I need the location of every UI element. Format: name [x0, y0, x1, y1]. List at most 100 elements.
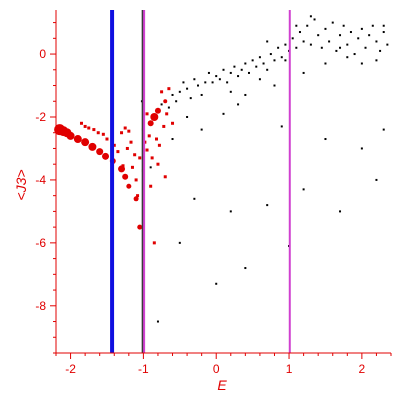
black-data-point [320, 46, 323, 49]
black-data-point [215, 282, 218, 285]
black-data-point [346, 56, 349, 59]
black-data-point [229, 71, 232, 74]
black-data-point [339, 46, 342, 49]
black-data-point [339, 210, 342, 213]
red-square-point [157, 143, 161, 147]
black-data-point [258, 56, 261, 59]
red-square-point [125, 146, 129, 150]
black-data-point [197, 84, 200, 87]
black-data-point [218, 78, 221, 81]
red-square-point [96, 131, 100, 135]
black-data-point [156, 320, 159, 323]
red-circle-point [73, 135, 82, 144]
black-data-point [302, 188, 305, 191]
black-data-point [360, 27, 363, 30]
red-square-point [167, 87, 171, 91]
black-data-point [222, 68, 225, 71]
black-data-point [233, 65, 236, 68]
x-tick-label: -1 [138, 362, 149, 376]
black-data-point [229, 90, 232, 93]
black-data-point [207, 71, 210, 74]
red-square-point [105, 137, 109, 141]
red-circle-point [133, 196, 139, 202]
red-square-point [133, 153, 137, 157]
black-data-point [375, 59, 378, 62]
red-square-point [150, 156, 154, 160]
black-data-point [284, 59, 287, 62]
red-square-point [160, 90, 164, 94]
black-data-point [379, 49, 382, 52]
black-data-point [386, 43, 389, 46]
x-axis-label: E [217, 377, 227, 393]
red-circle-point [150, 112, 159, 121]
red-square-point [120, 131, 124, 135]
red-square-point [92, 128, 96, 132]
red-square-point [147, 134, 151, 138]
black-data-point [364, 46, 367, 49]
red-circle-point [163, 99, 168, 104]
black-data-point [335, 49, 338, 52]
black-data-point [269, 53, 272, 56]
red-square-point [136, 194, 140, 198]
black-data-point [324, 62, 327, 65]
black-data-point [371, 24, 374, 27]
y-tick-label: 0 [39, 47, 46, 61]
black-data-point [240, 68, 243, 71]
red-square-point [149, 184, 153, 188]
red-circle-point [126, 183, 132, 189]
x-tick-label: 0 [213, 362, 220, 376]
black-data-point [331, 21, 334, 24]
red-square-point [130, 165, 134, 169]
red-circle-point [81, 138, 90, 147]
x-tick-label: 2 [359, 362, 366, 376]
black-data-point [324, 138, 327, 141]
red-square-point [171, 121, 175, 125]
black-data-point [291, 37, 294, 40]
red-square-point [145, 112, 149, 116]
black-data-point [215, 75, 218, 78]
black-data-point [186, 87, 189, 90]
black-data-point [175, 100, 178, 103]
red-square-point [116, 150, 120, 154]
black-data-point [258, 78, 261, 81]
black-data-point [375, 178, 378, 181]
black-data-point [273, 59, 276, 62]
black-data-point [193, 78, 196, 81]
black-data-point [237, 103, 240, 106]
red-square-point [87, 126, 91, 130]
black-data-point [178, 90, 181, 93]
black-data-point [226, 81, 229, 84]
black-data-point [324, 27, 327, 30]
black-data-point [182, 81, 185, 84]
x-tick-label: 1 [286, 362, 293, 376]
red-square-point [145, 148, 149, 152]
black-data-point [295, 24, 298, 27]
black-data-point [342, 24, 345, 27]
y-tick-label: -8 [35, 299, 46, 313]
red-square-point [127, 129, 131, 133]
black-data-point [306, 24, 309, 27]
red-circle-point [88, 142, 97, 151]
black-data-point [255, 65, 258, 68]
red-square-point [156, 162, 160, 166]
red-circle-point [102, 152, 110, 160]
x-tick-label: -2 [65, 362, 76, 376]
red-circle-point [137, 224, 143, 230]
black-data-point [298, 31, 301, 34]
black-data-point [160, 103, 163, 106]
red-square-point [138, 156, 142, 160]
red-circle-point [118, 165, 126, 173]
red-square-point [152, 241, 156, 245]
black-data-point [302, 40, 305, 43]
black-data-point [244, 62, 247, 65]
black-data-point [167, 106, 170, 109]
y-tick-label: -4 [35, 173, 46, 187]
red-square-point [101, 132, 105, 136]
black-data-point [178, 241, 181, 244]
y-tick-label: -2 [35, 110, 46, 124]
black-data-point [204, 81, 207, 84]
black-data-point [349, 31, 352, 34]
red-square-point [165, 112, 169, 116]
red-circle-point [154, 107, 161, 114]
red-square-point [162, 124, 166, 128]
